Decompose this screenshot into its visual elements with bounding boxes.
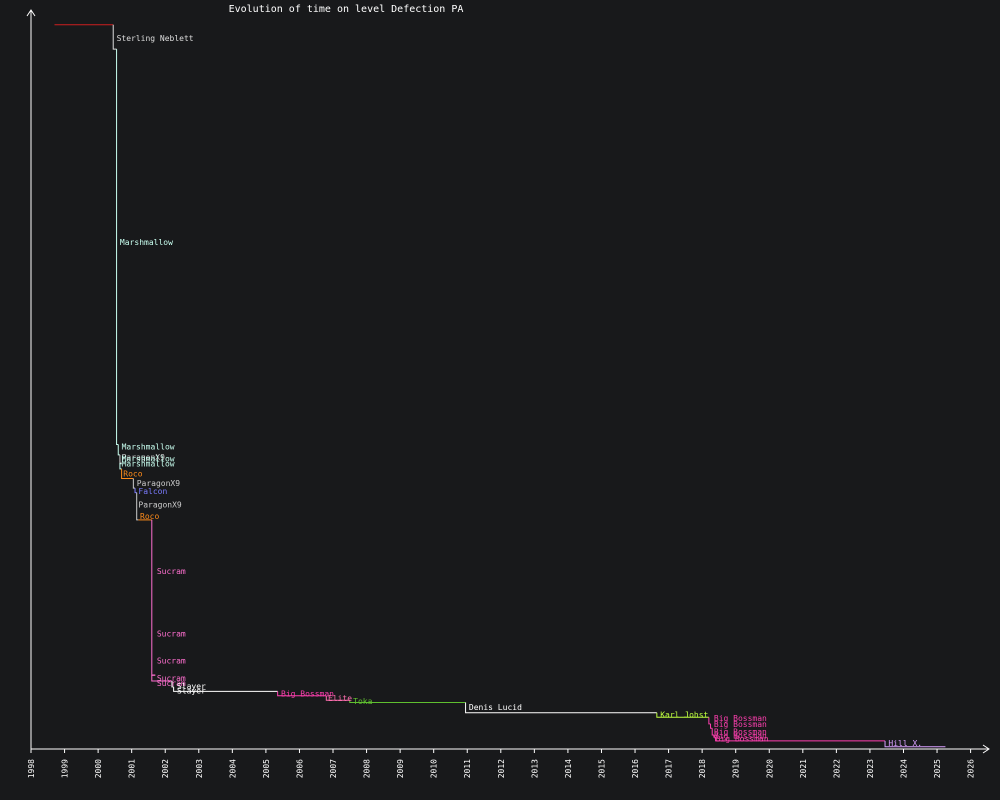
series-label: ParagonX9 [137, 479, 181, 488]
x-tick-label: 2022 [832, 759, 841, 778]
series-segment [151, 675, 172, 682]
series-segment [277, 691, 327, 697]
series-segment [112, 24, 117, 50]
series-label: Marshmallow [122, 455, 175, 464]
x-tick-label: 2001 [128, 759, 137, 778]
series-label: Big Bossman [714, 732, 767, 741]
x-tick-label: 2005 [262, 759, 271, 778]
series-label: Roco [140, 512, 159, 521]
series-label: Big Bossman [716, 735, 769, 744]
series-segment [349, 700, 466, 703]
x-tick-label: 2021 [799, 759, 808, 778]
x-ticks: 1998 1999 2000 2001 2002 2003 2004 2005 2006 2007… [27, 749, 976, 778]
x-tick-label: 2010 [430, 759, 439, 778]
series-segment [325, 695, 350, 701]
chart-title: Evolution of time on level Defection PA [229, 4, 464, 15]
x-tick-label: 2014 [564, 759, 573, 778]
x-tick-label: 2020 [765, 759, 774, 778]
x-tick-label: 2012 [497, 759, 506, 778]
series-label: Karl Johst [660, 710, 708, 719]
y-axis-arrow [26, 9, 36, 17]
series-label: Slayer [177, 682, 206, 691]
x-tick-label: 2013 [530, 759, 539, 778]
series-label: Big Bossman [714, 727, 767, 736]
series-label: ParagonX9 [138, 500, 182, 509]
series-label: Marshmallow [122, 460, 175, 469]
series-label: Marshmallow [120, 238, 173, 247]
series-segment [116, 49, 119, 446]
series-segment [711, 728, 714, 736]
series-label: Sucram [157, 679, 186, 688]
series-segment [465, 702, 657, 714]
x-tick-label: 2017 [665, 759, 674, 778]
series-segment [884, 740, 946, 748]
series-segment [710, 723, 713, 729]
series-segment [715, 737, 886, 742]
x-tick-label: 2008 [363, 759, 372, 778]
series-lines [54, 24, 946, 748]
series-label: Slayer [177, 687, 206, 696]
x-tick-label: 2019 [732, 759, 741, 778]
series-label: Hill X. [888, 739, 922, 748]
series-segment [173, 686, 278, 692]
x-tick-label: 2007 [329, 759, 338, 778]
series-label: Sucram [157, 567, 186, 576]
series-label: Sucram [157, 630, 186, 639]
series-label: Falcon [138, 487, 167, 496]
series-label: Roco [123, 469, 142, 478]
series-segment [656, 712, 709, 718]
x-tick-label: 2004 [228, 759, 237, 778]
x-tick-label: 2023 [866, 759, 875, 778]
series-segment [708, 717, 711, 725]
series-label: Toka [353, 697, 372, 706]
x-tick-label: 2024 [899, 759, 908, 778]
series-label: Denis Lucid [469, 703, 522, 712]
series-label: Big Bossman [714, 720, 767, 729]
x-tick-label: 2011 [463, 759, 472, 778]
series-segment [119, 463, 122, 470]
x-tick-label: 2006 [295, 759, 304, 778]
x-tick-label: 2026 [967, 759, 976, 778]
series-label: Big Bossman [281, 690, 334, 699]
chart-axes [26, 9, 990, 754]
series-segment [117, 444, 120, 456]
series-label: Sucram [157, 656, 186, 665]
x-tick-label: 2025 [933, 759, 942, 778]
x-tick-label: 2015 [597, 759, 606, 778]
series-segment [136, 492, 139, 521]
series-segment [713, 734, 716, 738]
series-segment [151, 519, 156, 676]
series-segment [121, 468, 134, 480]
series-label: Sterling Neblett [117, 34, 194, 43]
series-label: Elite [328, 694, 352, 703]
x-axis-arrow [982, 744, 990, 754]
series-segment [134, 488, 137, 494]
x-tick-label: 1998 [27, 759, 36, 778]
x-tick-label: 2000 [94, 759, 103, 778]
x-tick-label: 2016 [631, 759, 640, 778]
x-tick-label: 1999 [61, 759, 70, 778]
x-tick-label: 2002 [161, 759, 170, 778]
series-segment [132, 478, 136, 489]
series-labels: Sterling NeblettMarshmallowMarshmallowPa… [117, 34, 923, 748]
series-label: Big Bossman [714, 714, 767, 723]
series-label: Sucram [157, 674, 186, 683]
x-tick-label: 2018 [698, 759, 707, 778]
series-segment [171, 681, 174, 688]
series-label: ParagonX9 [122, 453, 166, 462]
x-tick-label: 2009 [396, 759, 405, 778]
series-label: Marshmallow [122, 443, 175, 452]
x-tick-label: 2003 [195, 759, 204, 778]
